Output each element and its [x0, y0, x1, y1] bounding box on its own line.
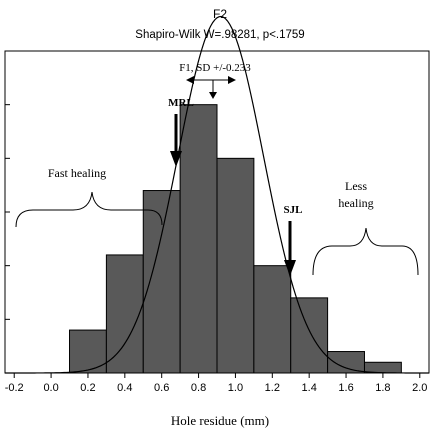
sd-label: F1, SD +/-0.233 [179, 62, 251, 74]
less-healing-label-line1: Less [345, 179, 367, 193]
x-tick-label: -0.2 [5, 382, 24, 394]
mrl-arrow [170, 114, 182, 167]
x-axis-title: Hole residue (mm) [171, 413, 269, 428]
sd-double-arrow [186, 76, 236, 99]
x-tick-label: 1.8 [375, 382, 390, 394]
histogram-bar [216, 157, 255, 374]
fast-healing-label: Fast healing [48, 166, 106, 180]
x-tick-label: 0.0 [43, 382, 58, 394]
y-ticks [5, 104, 10, 320]
histogram-bar [142, 190, 181, 374]
histogram-bar [327, 351, 365, 374]
mrl-label: MRL [168, 97, 194, 109]
sjl-label: SJL [284, 204, 303, 216]
x-tick-label: 0.4 [117, 382, 132, 394]
less-healing-brace [312, 227, 419, 276]
sjl-arrow [284, 221, 296, 276]
less-healing-label-line2: healing [338, 196, 373, 210]
histogram-bar [253, 265, 292, 374]
histogram-bar [290, 297, 329, 374]
x-tick-label: 0.6 [154, 382, 169, 394]
x-tick-label: 1.0 [228, 382, 243, 394]
histogram-bar [69, 329, 107, 374]
bars-group [69, 104, 402, 374]
curve-group [5, 15, 429, 374]
x-tick-label: 1.6 [338, 382, 353, 394]
chart-subtitle: Shapiro-Wilk W=.98281, p<.1759 [135, 29, 304, 41]
x-tick-label: 1.4 [302, 382, 317, 394]
normal-curve [5, 15, 429, 374]
x-tick-label: 0.8 [191, 382, 206, 394]
x-tick-label: 2.0 [412, 382, 427, 394]
x-tick-label: 0.2 [80, 382, 95, 394]
fast-healing-brace [15, 191, 163, 228]
histogram-bar [105, 254, 144, 374]
x-axis: -0.2 0.0 0.2 0.4 0.6 0.8 1.0 1.2 1.4 1.6 1.8 2.0 [5, 373, 427, 394]
x-tick-label: 1.2 [265, 382, 280, 394]
histogram-bar [363, 361, 402, 374]
histogram-bar [179, 104, 218, 374]
